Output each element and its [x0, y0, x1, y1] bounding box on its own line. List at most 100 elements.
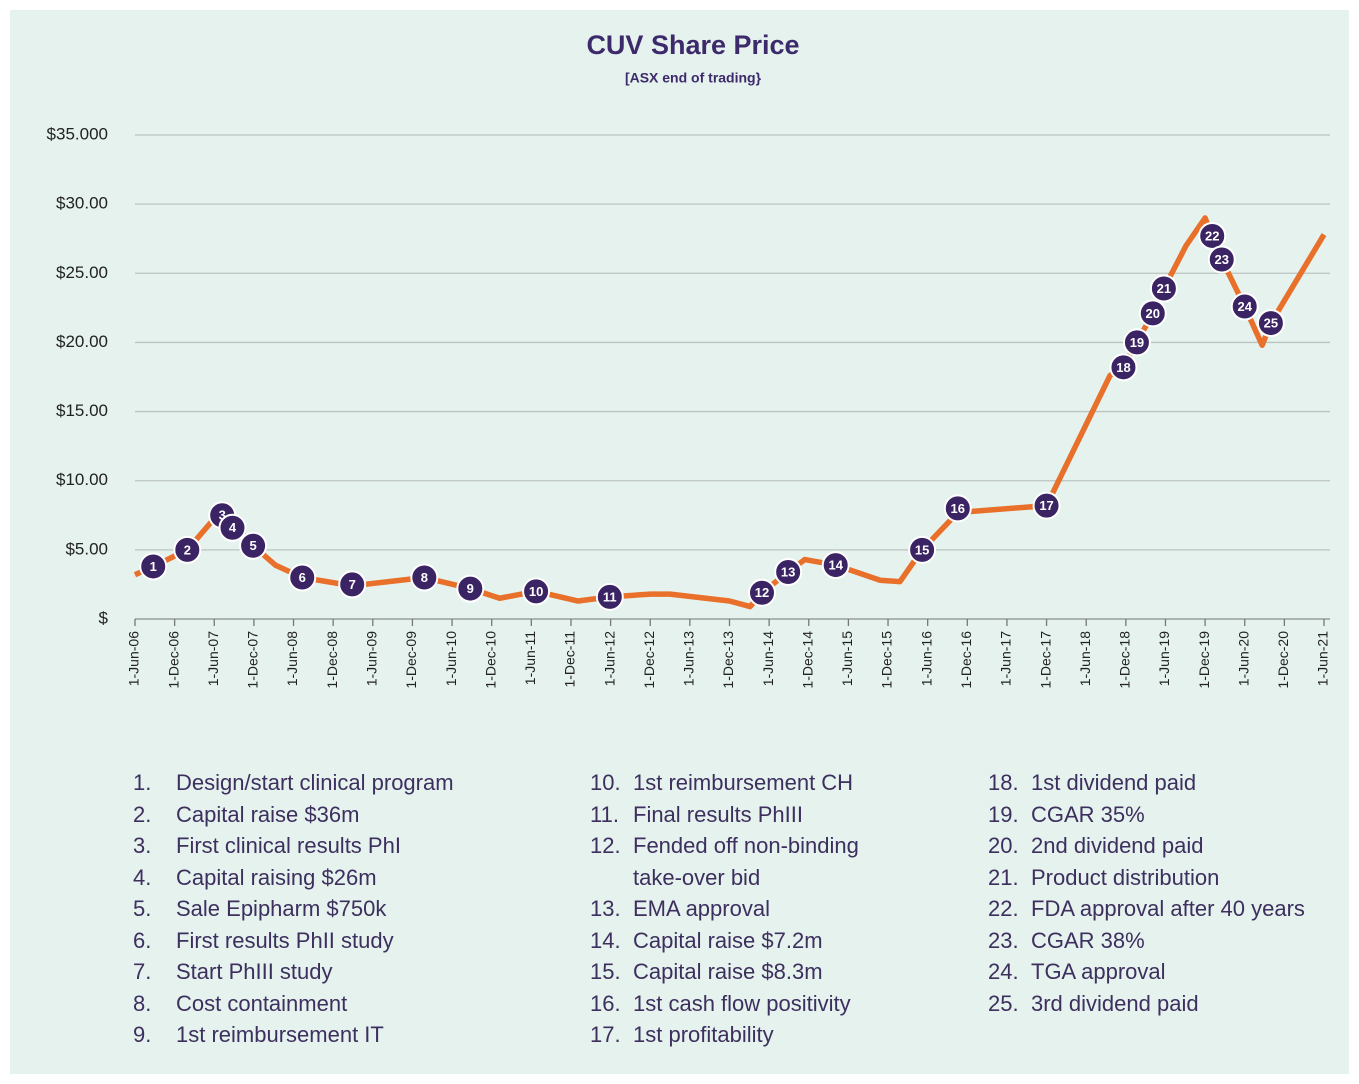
event-marker-label: 4	[229, 520, 237, 535]
y-tick-label: $15.00	[56, 401, 108, 420]
price-line	[133, 215, 1327, 610]
x-tick-label: 1-Jun-10	[443, 631, 459, 686]
x-tick-label: 1-Dec-20	[1275, 631, 1291, 689]
x-tick-label: 1-Dec-19	[1196, 631, 1212, 689]
event-marker	[338, 570, 367, 599]
note-text: Capital raise $36m	[176, 801, 360, 827]
event-marker-label: 16	[951, 501, 965, 516]
event-marker	[943, 494, 972, 523]
event-marker	[595, 582, 624, 611]
note-number: 24.	[988, 959, 1019, 984]
event-marker	[1122, 328, 1151, 357]
note-number: 21.	[988, 864, 1019, 890]
note-text: 3rd dividend paid	[1031, 990, 1199, 1016]
note-text: 1st reimbursement IT	[176, 1022, 384, 1047]
x-tick-label: 1-Dec-11	[562, 631, 578, 688]
note-text: Start PhIII study	[176, 959, 333, 984]
note-number: 25.	[988, 990, 1019, 1016]
x-tick-label: 1-Jun-06	[126, 631, 142, 686]
event-marker-label: 6	[299, 570, 306, 585]
x-tick-label: 1-Jun-13	[681, 631, 697, 686]
x-tick-label: 1-Dec-08	[324, 631, 340, 689]
note-number: 11.	[590, 801, 619, 827]
event-marker-label: 1	[150, 559, 157, 574]
note-text: Fended off non-binding take-over bid	[633, 833, 859, 890]
x-tick-label: 1-Jun-14	[760, 631, 776, 686]
note-number: 12.	[590, 833, 621, 858]
x-tick-label: 1-Dec-07	[245, 631, 261, 689]
note-text: Cost containment	[176, 990, 348, 1016]
event-marker	[1230, 292, 1259, 321]
note-text: TGA approval	[1031, 959, 1166, 984]
x-tick-label: 1-Dec-16	[958, 631, 974, 689]
event-marker-label: 20	[1146, 306, 1160, 321]
x-tick-label: 1-Dec-12	[641, 631, 657, 689]
event-marker	[1032, 491, 1061, 520]
x-tick-label: 1-Dec-10	[482, 631, 498, 689]
note-number: 7.	[133, 959, 152, 984]
note-text: Capital raising $26m	[176, 864, 377, 890]
note-text: CGAR 35%	[1031, 801, 1145, 827]
x-tick-label: 1-Jun-07	[205, 631, 221, 686]
event-marker-label: 3	[219, 508, 226, 523]
y-tick-label: $10.00	[56, 470, 108, 489]
note-number: 14.	[590, 927, 621, 953]
note-number: 6.	[133, 927, 152, 953]
note-number: 13.	[590, 896, 621, 921]
panel	[10, 10, 1349, 1074]
event-marker	[218, 513, 247, 542]
note-number: 2.	[133, 801, 152, 827]
event-marker-label: 11	[603, 589, 617, 604]
event-marker	[774, 557, 803, 586]
note-number: 4.	[133, 864, 152, 890]
event-marker-label: 23	[1215, 252, 1229, 267]
chart-subtitle: [ASX end of trading}	[625, 70, 762, 86]
note-text: Capital raise $8.3m	[633, 959, 823, 984]
event-marker-label: 2	[184, 542, 191, 557]
y-tick-label: $20.00	[56, 332, 108, 351]
event-marker-label: 10	[529, 584, 543, 599]
y-tick-label: $5.00	[65, 539, 108, 558]
note-number: 23.	[988, 927, 1019, 953]
x-tick-label: 1-Jun-16	[918, 631, 934, 686]
x-tick-label: 1-Jun-12	[601, 631, 617, 686]
x-tick-label: 1-Jun-20	[1235, 631, 1251, 686]
x-tick-label: 1-Jun-21	[1315, 631, 1331, 686]
x-tick-label: 1-Jun-17	[998, 631, 1014, 686]
x-tick-label: 1-Jun-11	[522, 631, 538, 685]
note-number: 3.	[133, 833, 152, 858]
note-number: 15.	[590, 959, 621, 984]
event-marker-label: 13	[781, 564, 795, 579]
x-tick-label: 1-Dec-17	[1037, 631, 1053, 689]
note-number: 5.	[133, 896, 152, 921]
event-marker	[410, 563, 439, 592]
event-marker-label: 24	[1237, 299, 1252, 314]
event-marker-label: 19	[1130, 335, 1144, 350]
note-text: First clinical results PhI	[176, 833, 401, 858]
note-number: 18.	[988, 770, 1019, 795]
x-tick-label: 1-Dec-14	[799, 631, 815, 689]
event-marker-label: 5	[249, 538, 256, 553]
event-marker-label: 17	[1039, 498, 1053, 513]
note-text: First results PhII study	[176, 927, 394, 953]
x-tick-label: 1-Jun-08	[284, 631, 300, 686]
event-marker	[239, 531, 268, 560]
chart-title: CUV Share Price	[586, 30, 799, 60]
event-marker	[1149, 274, 1178, 303]
x-tick-label: 1-Jun-18	[1077, 631, 1093, 686]
note-text: CGAR 38%	[1031, 927, 1145, 953]
event-marker	[1207, 245, 1236, 274]
event-marker	[821, 551, 850, 580]
y-tick-label: $35.000	[47, 124, 108, 143]
note-text: 2nd dividend paid	[1031, 833, 1204, 858]
event-marker	[173, 535, 202, 564]
x-tick-label: 1-Dec-18	[1117, 631, 1133, 689]
note-text: 1st dividend paid	[1031, 770, 1197, 795]
note-number: 19.	[988, 801, 1019, 827]
event-marker-label: 14	[828, 558, 843, 573]
note-text: EMA approval	[633, 896, 770, 921]
note-text: 1st cash flow positivity	[633, 990, 851, 1016]
note-number: 10.	[590, 770, 621, 795]
